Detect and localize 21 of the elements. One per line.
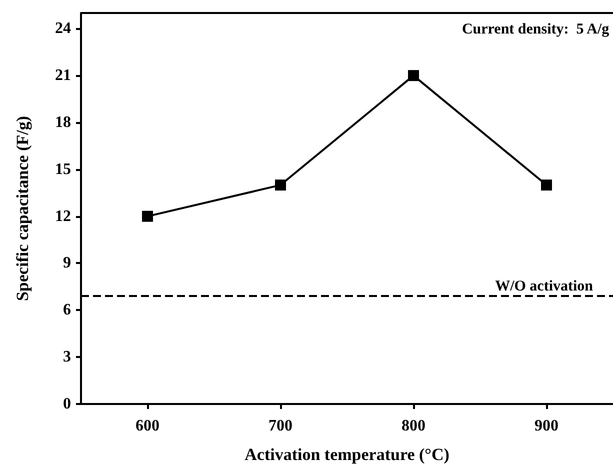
y-tick-label: 24: [55, 20, 71, 38]
y-tick-label: 21: [55, 67, 71, 84]
y-tick-label: 6: [63, 302, 71, 319]
y-tick-label: 3: [63, 348, 71, 366]
point: [142, 210, 153, 222]
x-tick-label: 700: [268, 418, 292, 434]
y-tick-label: 9: [63, 254, 71, 272]
annotation: Current density: 5 A/g: [462, 22, 610, 38]
y-axis-title: Specific capacitance (F/g): [13, 116, 32, 302]
point: [408, 70, 419, 82]
x-tick-label: 600: [136, 418, 160, 434]
x-axis-title: Activation temperature (°C): [244, 445, 450, 464]
y-tick-label: 12: [55, 208, 71, 225]
x-tick-label: 800: [402, 418, 426, 434]
point: [541, 180, 552, 191]
y-tick-label: 15: [55, 160, 71, 178]
point: [275, 180, 286, 191]
y-tick-label: 18: [55, 114, 71, 131]
x-tick-label: 900: [534, 418, 558, 434]
ref-line-label: W/O activation: [495, 278, 594, 295]
y-tick-label: 0: [63, 396, 71, 412]
